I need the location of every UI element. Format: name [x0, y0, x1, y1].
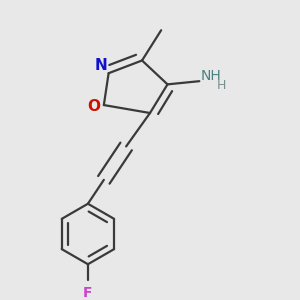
Text: H: H: [217, 80, 226, 92]
Text: F: F: [83, 286, 93, 300]
Text: N: N: [94, 58, 107, 73]
Text: O: O: [87, 99, 100, 114]
Text: NH: NH: [201, 69, 222, 83]
